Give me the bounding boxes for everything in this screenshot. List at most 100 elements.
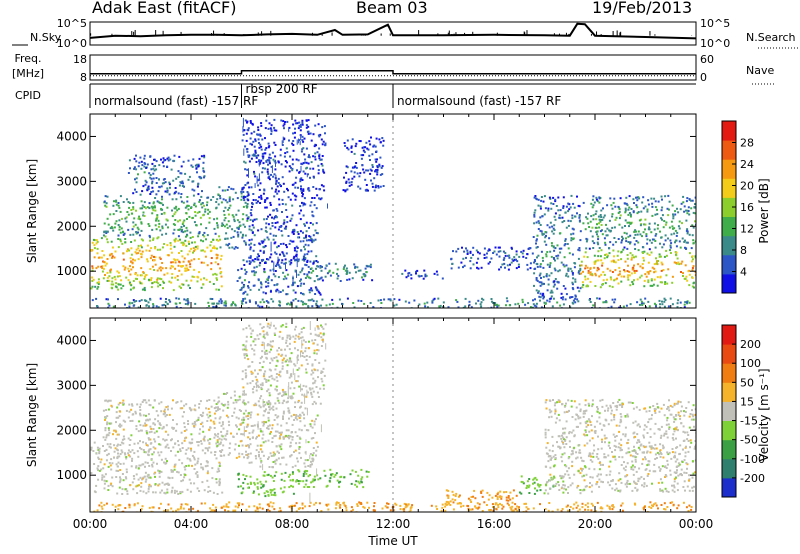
- power-cell: [155, 193, 158, 196]
- velocity-cell: [297, 335, 300, 338]
- velocity-cell: [98, 452, 101, 455]
- power-cell: [548, 300, 551, 303]
- power-cell: [667, 237, 669, 240]
- velocity-cell: [172, 446, 175, 449]
- power-cell: [462, 257, 465, 260]
- power-cell: [492, 301, 494, 304]
- power-cell: [682, 272, 684, 275]
- power-cell: [197, 193, 200, 196]
- power-cell: [191, 236, 194, 238]
- velocity-cell: [505, 496, 508, 499]
- power-cell: [146, 163, 149, 166]
- velocity-cell: [222, 404, 225, 407]
- velocity-cell: [291, 396, 294, 399]
- power-cell: [379, 141, 382, 144]
- velocity-cell: [277, 353, 280, 356]
- power-cell: [304, 243, 307, 246]
- velocity-cell: [200, 442, 203, 445]
- power-cell: [437, 297, 440, 300]
- power-cell: [318, 147, 321, 150]
- power-cell: [374, 145, 377, 148]
- power-cell: [300, 150, 303, 153]
- velocity-cell: [239, 423, 242, 426]
- velocity-cell: [237, 478, 240, 481]
- power-cell: [176, 258, 179, 261]
- power-cell: [684, 301, 687, 304]
- velocity-cell: [207, 407, 210, 410]
- velocity-cell: [245, 374, 248, 377]
- power-cell: [694, 255, 696, 258]
- power-cell: [153, 158, 155, 161]
- power-cell: [515, 258, 517, 261]
- power-cell: [251, 224, 254, 227]
- power-cell: [669, 244, 672, 247]
- power-cell: [279, 243, 282, 245]
- power-cell: [203, 231, 206, 234]
- power-cell: [601, 264, 604, 267]
- velocity-cell: [445, 489, 448, 492]
- power-cell: [587, 285, 589, 288]
- velocity-cell: [184, 452, 187, 455]
- power-cell: [664, 283, 666, 285]
- power-cell: [273, 173, 276, 176]
- power-cell: [537, 220, 540, 223]
- velocity-cell: [305, 395, 308, 398]
- power-cell: [632, 211, 635, 214]
- power-cell: [527, 302, 530, 305]
- velocity-cell: [280, 433, 283, 436]
- power-cell: [540, 306, 543, 308]
- power-cell: [320, 138, 323, 141]
- power-cell: [634, 229, 637, 232]
- power-cell: [191, 241, 194, 244]
- power-cell: [248, 262, 251, 265]
- power-cell: [168, 181, 171, 184]
- velocity-cell: [247, 444, 249, 447]
- power-cell: [152, 237, 155, 240]
- power-cell: [571, 272, 574, 275]
- power-cell: [174, 211, 177, 214]
- power-cell: [295, 305, 298, 308]
- velocity-cell: [220, 455, 223, 457]
- power-cell: [350, 150, 353, 153]
- power-cell: [283, 221, 286, 224]
- velocity-cell: [123, 438, 126, 441]
- velocity-cell: [245, 444, 248, 447]
- velocity-cell: [281, 394, 284, 397]
- velocity-cell: [222, 444, 225, 447]
- power-cell: [570, 237, 573, 240]
- power-cell: [260, 282, 263, 285]
- power-cell: [282, 182, 285, 185]
- velocity-cell: [154, 418, 157, 421]
- velocity-cell: [185, 428, 188, 431]
- power-cell: [415, 272, 417, 275]
- power-cell: [200, 223, 202, 226]
- velocity-cell: [244, 430, 247, 432]
- velocity-cell: [158, 483, 161, 486]
- power-cell: [209, 244, 212, 247]
- power-cell: [251, 154, 254, 157]
- power-cell: [624, 219, 627, 222]
- power-cell: [562, 303, 565, 306]
- power-cell: [100, 256, 103, 259]
- power-cell: [250, 214, 253, 217]
- power-cell: [379, 156, 382, 159]
- power-cell: [134, 251, 137, 254]
- velocity-cell: [290, 360, 293, 363]
- power-cell: [619, 214, 622, 217]
- velocity-cell: [198, 490, 201, 492]
- velocity-cell: [204, 452, 207, 455]
- power-cell: [98, 256, 101, 259]
- power-cell: [667, 305, 670, 308]
- power-cell: [216, 254, 219, 257]
- velocity-cell: [273, 453, 276, 456]
- power-cell: [163, 182, 166, 185]
- velocity-cell: [164, 411, 166, 414]
- power-cell: [595, 210, 598, 213]
- power-cell: [152, 255, 155, 258]
- power-cell: [582, 201, 585, 204]
- velocity-cell: [272, 408, 275, 411]
- velocity-cell: [286, 336, 289, 339]
- power-cell: [591, 240, 594, 243]
- power-cell: [671, 225, 674, 228]
- power-cell: [574, 278, 577, 281]
